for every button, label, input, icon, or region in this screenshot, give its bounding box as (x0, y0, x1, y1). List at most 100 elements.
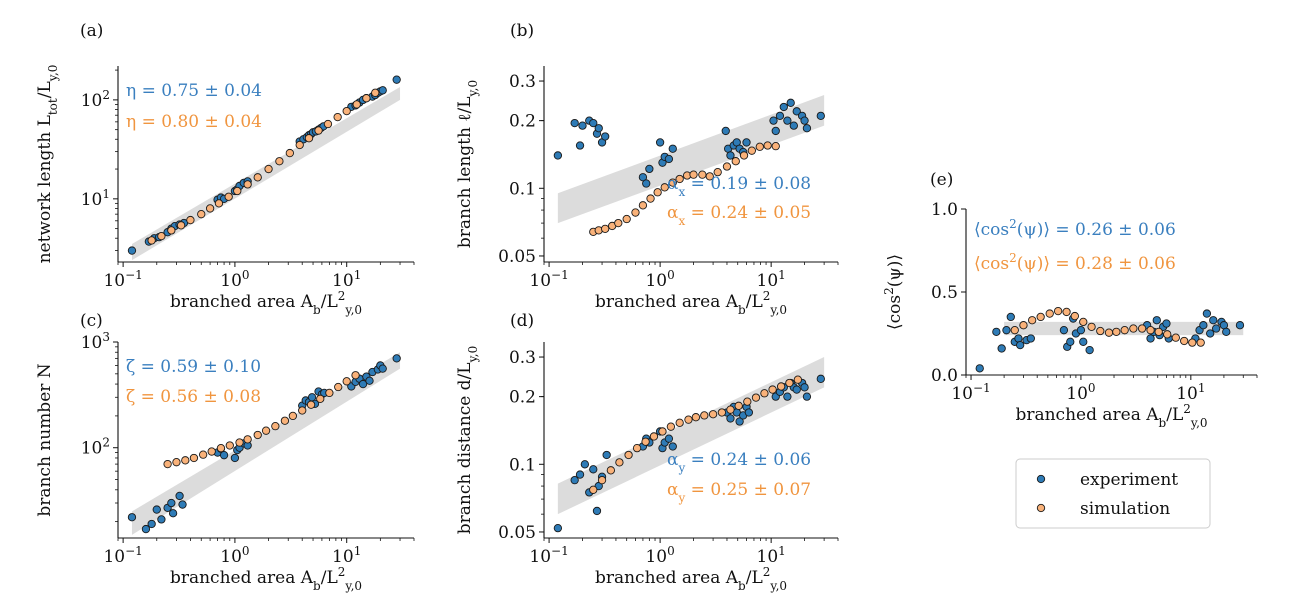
x-axis-label: branched area Ab/L2y,0 (170, 565, 362, 593)
experiment-point (365, 376, 374, 385)
experiment-point (1026, 334, 1035, 343)
experiment-point (575, 470, 585, 479)
simulation-point (666, 422, 676, 431)
simulation-point (1129, 324, 1138, 333)
x-tick-label: 100 (220, 268, 249, 291)
simulation-point (271, 421, 280, 431)
simulation-point (1087, 322, 1096, 332)
simulation-point (1053, 306, 1063, 316)
legend-marker-experiment (1036, 474, 1046, 484)
simulation-point (325, 388, 334, 398)
simulation-point (691, 413, 701, 422)
experiment-point (178, 500, 187, 509)
legend-marker-simulation (1036, 503, 1046, 513)
x-tick-label: 100 (220, 544, 249, 567)
simulation-point (1045, 309, 1054, 318)
x-axis-label: branched area Ab/L2y,0 (595, 289, 787, 317)
experiment-point (771, 126, 780, 136)
experiment-point (580, 460, 590, 469)
experiment-point (601, 132, 610, 141)
fit-band (131, 352, 401, 535)
experiment-point (594, 124, 603, 133)
simulation-point (1188, 338, 1197, 347)
simulation-point (189, 453, 199, 463)
panel-label: (b) (510, 21, 534, 41)
experiment-point (127, 513, 137, 522)
simulation-point (713, 167, 722, 177)
simulation-point (157, 231, 166, 241)
simulation-point (700, 411, 709, 420)
simulation-point (233, 186, 242, 196)
experiment-point (358, 379, 368, 389)
experiment-point (735, 417, 744, 426)
experiment-point (800, 383, 809, 392)
simulation-point (734, 401, 743, 410)
experiment-point (783, 392, 792, 401)
simulation-point (1062, 307, 1071, 317)
experiment-point (589, 118, 598, 128)
simulation-point (316, 394, 325, 403)
simulation-point (1104, 328, 1114, 337)
panel-c: 10−1 100 101 102 103(c) branched area Ab/L2y,… (35, 311, 415, 593)
x-axis-label: branched area Ab/L2y,0 (170, 289, 362, 317)
panel-e: 10−1 100 101 0.0 0.5 1.0 (e) branched area Ab/L… (882, 170, 1258, 430)
experiment-point (800, 116, 809, 125)
experiment-point (141, 524, 151, 534)
y-tick-label: 0.2 (509, 112, 536, 132)
simulation-point (776, 382, 786, 391)
experiment-point (230, 453, 240, 463)
simulation-point (342, 377, 351, 386)
experiment-point (638, 173, 648, 182)
simulation-point (768, 385, 777, 394)
experiment-point (1209, 316, 1218, 325)
simulation-point (214, 199, 224, 208)
simulation-point (717, 408, 727, 417)
simulation-point (675, 174, 684, 184)
simulation-point (689, 170, 698, 179)
x-tick-label: 10−1 (529, 268, 568, 291)
simulation-point (1019, 321, 1028, 330)
fit-annotation-simulation: ⟨cos2(ψ)⟩ = 0.28 ± 0.06 (974, 251, 1176, 274)
panel-label: (c) (80, 311, 103, 331)
experiment-point (1079, 337, 1088, 346)
simulation-point (342, 106, 351, 116)
experiment-point (1146, 334, 1155, 343)
y-tick-label: 0.1 (509, 179, 536, 199)
experiment-point (655, 138, 665, 147)
fit-annotation-experiment: αx = 0.19 ± 0.08 (667, 174, 811, 199)
experiment-point (570, 118, 579, 128)
experiment-point (378, 86, 387, 95)
experiment-point (1222, 327, 1231, 336)
simulation-point (235, 438, 244, 447)
simulation-point (314, 126, 323, 135)
experiment-point (992, 327, 1001, 336)
simulation-point (660, 183, 669, 192)
simulation-point (243, 180, 252, 189)
y-tick-label: 0.5 (931, 283, 958, 303)
panel-label: (e) (930, 170, 953, 190)
experiment-point (1199, 321, 1208, 330)
y-tick-label: 103 (81, 330, 110, 353)
legend-label-experiment: experiment (1080, 470, 1178, 490)
y-tick-label: 102 (81, 436, 110, 459)
y-tick-label: 0.3 (509, 72, 536, 92)
y-axis-label: branch length ℓ/Ly,0 (455, 80, 480, 248)
simulation-point (614, 218, 623, 228)
simulation-point (1163, 330, 1172, 339)
simulation-point (631, 208, 640, 217)
simulation-point (615, 458, 624, 467)
simulation-point (1171, 333, 1180, 342)
x-tick-label: 10−1 (103, 544, 142, 567)
experiment-point (392, 75, 401, 84)
simulation-point (755, 142, 764, 151)
legend-label-simulation: simulation (1080, 499, 1170, 519)
simulation-point (705, 172, 714, 181)
simulation-point (288, 411, 298, 421)
experiment-point (1162, 319, 1171, 328)
fit-annotation-experiment: ⟨cos2(ψ)⟩ = 0.26 ± 0.06 (974, 217, 1176, 240)
experiment-point (726, 151, 735, 160)
y-tick-label: 0.0 (931, 366, 958, 386)
experiment-point (792, 107, 801, 116)
simulation-point (1079, 317, 1088, 327)
experiment-point (802, 392, 812, 401)
